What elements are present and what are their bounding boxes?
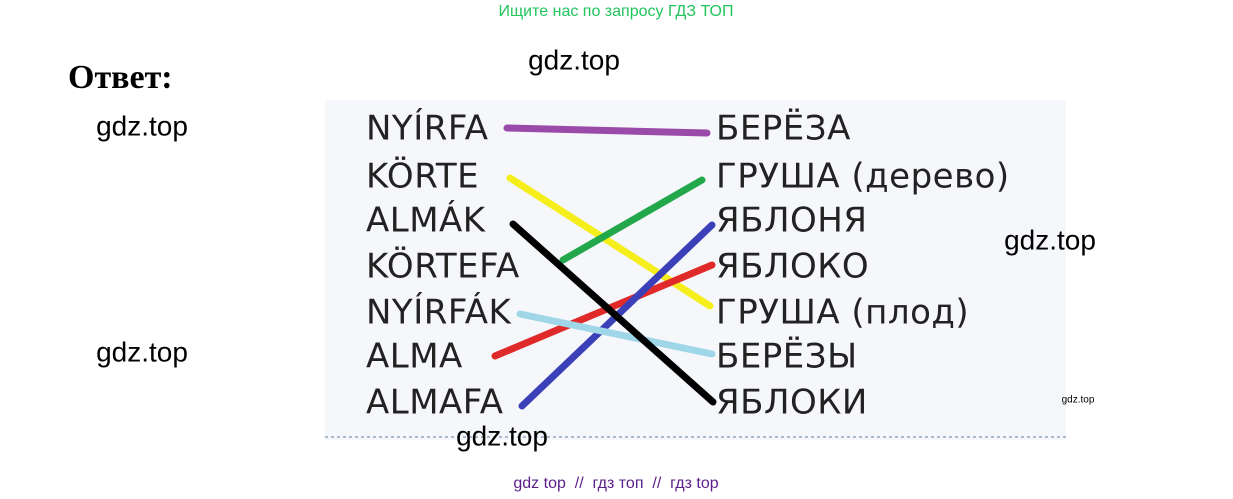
- connections: [491, 124, 717, 410]
- right-word: ГРУША (дерево): [716, 157, 1010, 197]
- left-word: ALMÁK: [366, 200, 487, 241]
- left-word: NYÍRFA: [366, 108, 489, 149]
- small-watermark: gdz.top: [1062, 395, 1095, 406]
- connection-line: [516, 310, 716, 358]
- watermark: gdz.top: [96, 110, 188, 141]
- watermark: gdz.top: [456, 420, 548, 451]
- footer: gdz top // гдз топ // гдз top: [513, 475, 718, 492]
- connection-line: [559, 176, 706, 264]
- connection-line: [491, 261, 716, 360]
- right-word: БЕРЁЗЫ: [716, 337, 858, 377]
- left-word: NYÍRFÁK: [366, 292, 513, 333]
- answer-label: Ответ:: [68, 59, 173, 96]
- watermark: gdz.top: [1004, 224, 1096, 255]
- watermark: gdz.top: [96, 336, 188, 367]
- left-word: ALMA: [366, 337, 463, 377]
- left-word: KÖRTEFA: [366, 246, 520, 287]
- connection-line: [509, 220, 717, 406]
- watermark: gdz.top: [528, 44, 620, 75]
- watermarks: gdz.top gdz.top gdz.top gdz.top gdz.top gdz.t…: [96, 44, 1096, 451]
- left-word: ALMAFA: [366, 383, 504, 423]
- left-word: KÖRTE: [366, 156, 479, 197]
- banner: Ищите нас по запросу ГДЗ ТОП: [499, 3, 734, 20]
- right-word: ЯБЛОКИ: [716, 383, 868, 423]
- right-word: ЯБЛОКО: [716, 247, 869, 287]
- connection-line: [506, 174, 714, 310]
- right-word: ЯБЛОНЯ: [716, 201, 867, 241]
- connection-line: [503, 124, 711, 137]
- right-word: ГРУША (плод): [716, 293, 969, 333]
- right-word: БЕРЁЗА: [716, 109, 851, 149]
